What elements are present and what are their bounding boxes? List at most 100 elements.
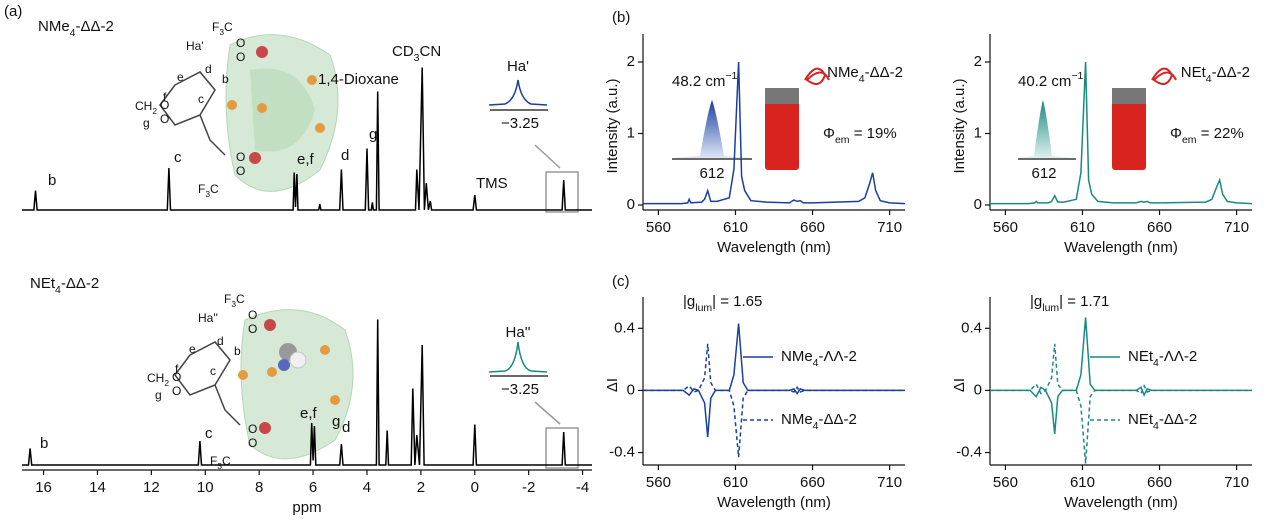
inset-width-part: 48.2 cm	[672, 73, 725, 90]
g-lum-part: lum	[1042, 302, 1059, 314]
x-tick-label: 560	[993, 474, 1018, 491]
x-tick-label: 16	[35, 479, 52, 496]
structure-label: b	[234, 344, 241, 358]
structure-label-part: O	[236, 50, 245, 64]
structure-label-part: O	[236, 164, 245, 178]
chart-title-part: -ΔΔ-2	[1212, 64, 1250, 81]
structure-label: O	[236, 164, 245, 178]
chart-title-part: 4	[859, 73, 865, 85]
inset-tick-label: 612	[699, 165, 724, 182]
structure-label-part: O	[236, 36, 245, 50]
peak-label: CD3CN	[392, 43, 441, 64]
x-tick-label: 12	[143, 479, 160, 496]
g-lum-part: lum	[695, 302, 712, 314]
structure-label-part: O	[160, 112, 169, 126]
x-tick-label: -2	[522, 479, 535, 496]
inset-width-part: −1	[725, 70, 737, 82]
structure-label: O	[236, 50, 245, 64]
legend-label: NEt4-ΛΛ-2	[1128, 348, 1197, 369]
x-tick-label: 560	[993, 219, 1018, 236]
legend-label-part: 4	[1153, 420, 1159, 432]
panel-label: (a)	[4, 3, 22, 20]
structure-label-part: 2	[152, 106, 157, 116]
y-tick-label: 2	[974, 53, 982, 70]
quantum-yield: Φem = 22%	[1170, 125, 1244, 146]
structure-label: e	[177, 70, 184, 84]
y-axis-label: Intensity (a.u.)	[604, 78, 621, 173]
inset-width: 40.2 cm−1	[1018, 70, 1083, 90]
peak-label-part: c	[174, 149, 182, 166]
structure-label: Ha'	[186, 39, 204, 53]
peak-label-part: e,f	[300, 405, 318, 422]
peak-label-part: 1,4-Dioxane	[318, 71, 399, 88]
vial	[1112, 88, 1146, 170]
structure-label: g	[155, 388, 162, 402]
legend-label: NMe4-ΛΛ-2	[781, 348, 857, 369]
y-tick-label: 1	[974, 124, 982, 141]
x-axis-label: ppm	[292, 499, 321, 516]
structure-label-part: g	[143, 116, 150, 130]
structure-label-part: c	[210, 364, 216, 378]
molecule-bottom	[174, 309, 354, 460]
structure-label: f	[175, 362, 179, 376]
structure-label-part: O	[248, 322, 257, 336]
y-tick-label: -0.4	[609, 444, 635, 461]
structure-label-part: 3	[219, 27, 224, 37]
structure-label: b	[222, 72, 229, 86]
structure-label: CH2	[135, 99, 157, 116]
panel-label: (b)	[612, 9, 630, 26]
structure-label-part: CH	[147, 371, 164, 385]
structure-label-part: C	[210, 182, 219, 196]
structure-label: O	[248, 322, 257, 336]
structure-label-part: O	[172, 384, 181, 398]
spectrum-line	[22, 319, 592, 466]
inset-peak	[1018, 100, 1075, 158]
zoom-box	[545, 427, 579, 469]
spectrum-line	[990, 317, 1252, 434]
x-tick-label: 610	[1070, 219, 1095, 236]
vial	[765, 88, 799, 170]
chart-title-part: 4	[70, 27, 76, 39]
x-tick-label: 0	[471, 479, 479, 496]
chart-title-part: NMe	[827, 64, 859, 81]
inset-width-part: −1	[1071, 70, 1083, 82]
peak-label: d	[342, 419, 350, 436]
vial-cap	[1112, 88, 1146, 104]
legend-label-part: NMe	[781, 348, 813, 365]
structure-label: F3C	[198, 182, 219, 199]
chart-title-part: 4	[1206, 73, 1212, 85]
x-tick-label: 610	[723, 219, 748, 236]
spectrum-line	[990, 343, 1252, 464]
structure-label-part: Ha'	[186, 39, 204, 53]
g-lum: |glum| = 1.71	[1030, 293, 1109, 314]
structure-label-part: f	[163, 90, 167, 104]
structure-label-part: F	[224, 292, 231, 306]
structure-label: CH2	[147, 371, 169, 388]
structure-label: O	[236, 36, 245, 50]
inset-tick-label: −3.25	[501, 381, 539, 398]
structure-label: d	[217, 334, 224, 348]
legend-label-part: -ΔΔ-2	[1159, 411, 1197, 428]
structure-label: O	[160, 112, 169, 126]
structure-label: O	[248, 308, 257, 322]
inset-peak	[672, 100, 752, 158]
inset-tick-label: −3.25	[501, 115, 539, 132]
structure-label: O	[160, 98, 169, 112]
legend-label-part: -ΛΛ-2	[1159, 348, 1197, 365]
x-tick-label: 610	[1070, 474, 1095, 491]
peak-label: d	[341, 147, 349, 164]
peak-label: c	[174, 149, 182, 166]
structure-label: d	[205, 62, 212, 76]
inset-width-part: 40.2 cm	[1018, 73, 1071, 90]
quantum-yield-part: Φ	[823, 125, 835, 142]
x-tick-label: 560	[646, 474, 671, 491]
chart-title-part: -ΔΔ-2	[61, 275, 99, 292]
inset-peak	[488, 341, 548, 373]
x-tick-label: 14	[89, 479, 106, 496]
structure-label: Ha''	[198, 311, 218, 325]
panel-label: (c)	[612, 273, 630, 290]
x-tick-label: 610	[723, 474, 748, 491]
structure-label-part: C	[224, 20, 233, 34]
chart-title-part: NMe	[38, 18, 70, 35]
structure-label-part: O	[248, 436, 257, 450]
